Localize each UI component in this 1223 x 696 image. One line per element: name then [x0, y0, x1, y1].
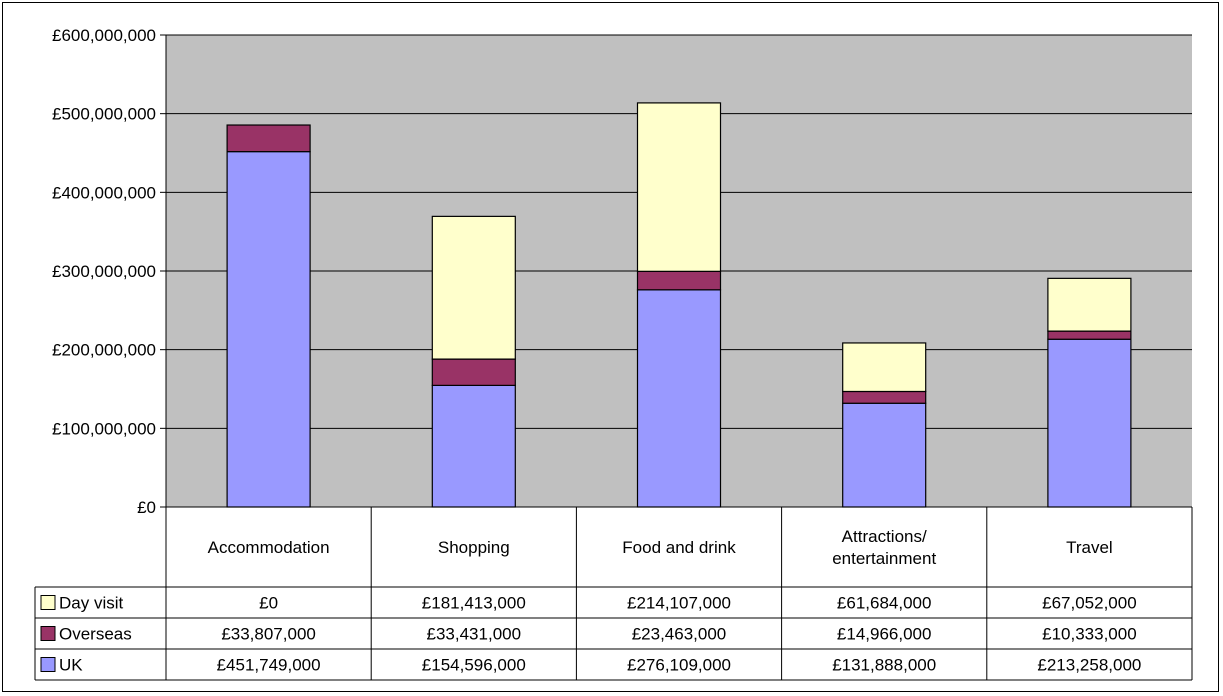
category-label: Shopping	[438, 538, 510, 557]
data-label: £33,431,000	[427, 625, 522, 644]
data-label: £451,749,000	[217, 656, 321, 675]
category-label: Travel	[1066, 538, 1113, 557]
bar-uk	[842, 402, 927, 508]
bar-overseas	[1047, 330, 1132, 340]
bar-day-visit	[431, 215, 516, 360]
legend-label: UK	[59, 656, 83, 675]
y-tick-label: £100,000,000	[52, 419, 156, 438]
legend-label: Day visit	[59, 594, 124, 613]
data-label: £214,107,000	[627, 594, 731, 613]
data-label: £154,596,000	[422, 656, 526, 675]
data-label: £131,888,000	[832, 656, 936, 675]
data-label: £61,684,000	[837, 594, 932, 613]
data-label: £67,052,000	[1042, 594, 1137, 613]
bar-day-visit	[842, 342, 927, 393]
y-tick-label: £200,000,000	[52, 341, 156, 360]
y-tick-label: £500,000,000	[52, 105, 156, 124]
bar-day-visit	[636, 102, 722, 272]
data-label: £276,109,000	[627, 656, 731, 675]
y-tick-label: £300,000,000	[52, 262, 156, 281]
bar-overseas	[226, 124, 311, 153]
data-label: £213,258,000	[1037, 656, 1141, 675]
legend-label: Overseas	[59, 625, 132, 644]
bar-overseas	[636, 270, 722, 291]
data-label: £23,463,000	[632, 625, 727, 644]
legend-key-overseas	[40, 626, 56, 641]
bar-uk	[636, 289, 722, 508]
category-label: Accommodation	[208, 538, 330, 557]
bar-overseas	[842, 390, 927, 404]
bar-uk	[431, 384, 516, 508]
legend-key-day-visit	[40, 595, 56, 610]
legend-key-uk	[40, 657, 56, 672]
bar-overseas	[431, 358, 516, 386]
y-tick-label: £600,000,000	[52, 26, 156, 45]
data-label: £0	[259, 594, 278, 613]
bar-uk	[1047, 338, 1132, 508]
data-label: £10,333,000	[1042, 625, 1137, 644]
data-label: £33,807,000	[221, 625, 316, 644]
bar-uk	[226, 151, 311, 508]
category-label: Food and drink	[622, 538, 736, 557]
y-tick-label: £400,000,000	[52, 183, 156, 202]
category-label: Attractions/	[842, 527, 927, 546]
bar-day-visit	[1047, 277, 1132, 332]
data-label: £14,966,000	[837, 625, 932, 644]
y-tick-label: £0	[137, 498, 156, 517]
category-label: entertainment	[832, 549, 936, 568]
data-label: £181,413,000	[422, 594, 526, 613]
